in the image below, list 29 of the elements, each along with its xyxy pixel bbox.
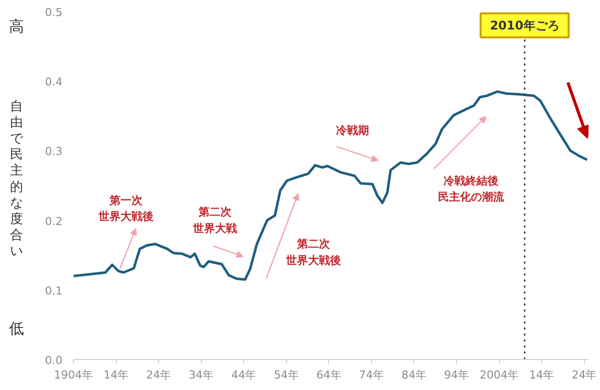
annotation: 第二次世界大戦後 xyxy=(284,238,341,267)
x-tick-label: 24年 xyxy=(146,368,172,382)
y-tick-label: 0.3 xyxy=(45,145,63,158)
text: 自由で民主的な度合い xyxy=(10,100,23,259)
y-tick-label: 0.0 xyxy=(45,354,63,367)
annotation: 第二次世界大戦 xyxy=(192,206,238,235)
x-tick-label: 1904年 xyxy=(54,368,94,382)
y-tick-label: 0.1 xyxy=(45,284,63,298)
annotation: 冷戦終結後民主化の潮流 xyxy=(438,174,506,204)
line-series xyxy=(74,90,588,281)
x-tick-label: 34年 xyxy=(188,368,214,382)
x-tick-label: 14年 xyxy=(104,368,129,382)
text: 高 xyxy=(9,18,24,36)
ref-line-label: 2010年ごろ xyxy=(490,18,560,32)
x-tick-label: 94年 xyxy=(444,368,470,382)
x-tick-label: 84年 xyxy=(401,368,426,382)
x-tick-label: 64年 xyxy=(316,368,342,382)
y-tick-label: 0.4 xyxy=(45,76,63,89)
x-tick-label: 2004年 xyxy=(480,368,519,382)
x-tick-label: 14年 xyxy=(529,368,554,382)
x-tick-label: 44年 xyxy=(231,368,256,382)
x-tick-label: 74年 xyxy=(358,368,384,382)
y-tick-label: 0.2 xyxy=(45,214,63,228)
text: 低 xyxy=(9,319,24,338)
y-tick-label: 0.5 xyxy=(45,6,63,19)
annotation: 冷戦期 xyxy=(336,124,370,138)
x-tick-label: 24年 xyxy=(572,368,597,382)
annotation: 第一次世界大戦後 xyxy=(98,194,154,224)
x-tick-label: 54年 xyxy=(274,368,299,382)
